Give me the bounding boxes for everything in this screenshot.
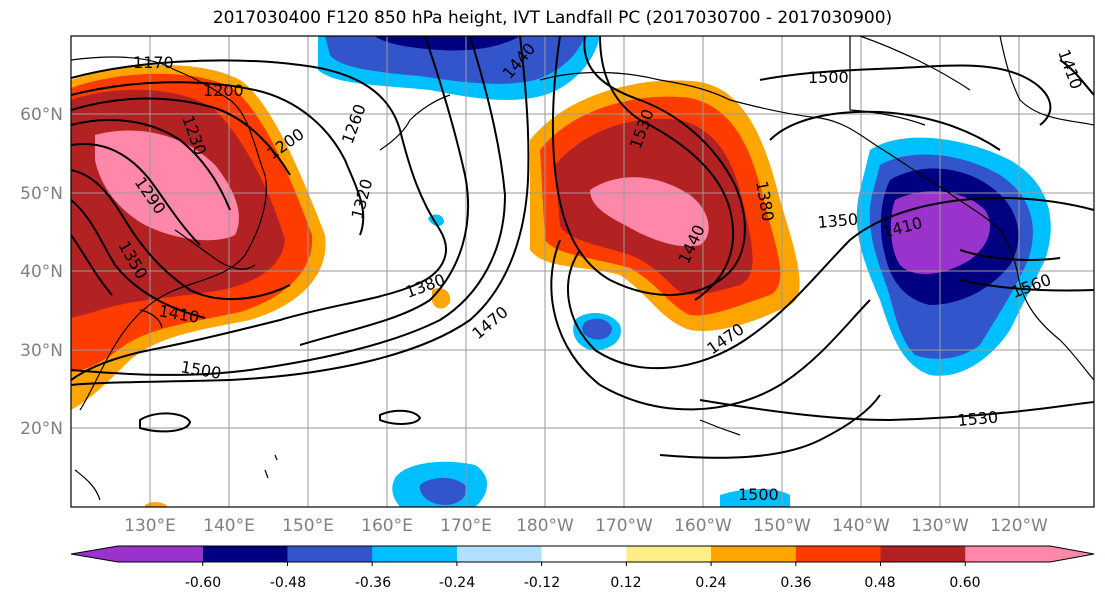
colorbar-swatch [711,546,797,562]
contour-label-1500c: 1500 [738,485,779,504]
colorbar-tick-label: -0.12 [524,575,560,591]
colorbar-swatch [372,546,458,562]
lon-label-150e: 150°E [282,516,334,536]
colorbar: -0.60 -0.48 -0.36 -0.24 -0.12 0.12 0.24 … [70,545,1095,591]
colorbar-tick-label: -0.36 [355,575,391,591]
latitude-labels: 60°N 50°N 40°N 30°N 20°N [20,105,63,439]
colorbar-swatch [795,546,882,562]
longitude-labels: 130°E 140°E 150°E 160°E 170°E 180°W 170°… [124,516,1048,536]
negative-anomaly-north [318,36,600,100]
colorbar-tick-label: 0.24 [695,575,726,591]
height-contours [71,36,1094,459]
colorbar-tick-label: 0.12 [610,575,641,591]
colorbar-tick-label: 0.60 [949,575,980,591]
lon-label-160w: 160°W [674,516,732,536]
colorbar-swatch [541,546,627,562]
lon-label-150w: 150°W [753,516,811,536]
contour-label-1530b: 1530 [957,408,999,430]
small-anomaly-blobs [145,214,790,507]
positive-anomaly-west [71,64,326,411]
colorbar-swatch [456,546,543,562]
lon-label-170w: 170°W [595,516,653,536]
lon-label-160e: 160°E [361,516,413,536]
lon-label-130w: 130°W [911,516,969,536]
colorbar-tick-label: -0.24 [439,575,475,591]
colorbar-arrow-low [71,546,203,562]
contour-label-1350b: 1350 [817,210,859,232]
coastlines [71,36,1094,501]
lon-label-180w: 180°W [516,516,574,536]
lon-label-140w: 140°W [832,516,890,536]
lat-label-60n: 60°N [20,105,63,125]
colorbar-swatch [880,546,966,562]
contour-label-1170: 1170 [133,53,174,72]
lat-label-50n: 50°N [20,184,63,204]
contour-label-1200a: 1200 [203,81,244,100]
contour-label-1500a: 1500 [808,68,849,87]
lat-label-40n: 40°N [20,262,63,282]
colorbar-swatches [70,545,1095,563]
lon-label-140e: 140°E [203,516,255,536]
lon-label-130e: 130°E [124,516,176,536]
colorbar-swatch [626,546,712,562]
colorbar-ticks: -0.60 -0.48 -0.36 -0.24 -0.12 0.12 0.24 … [185,562,981,591]
lat-label-20n: 20°N [20,419,63,439]
lat-label-30n: 30°N [20,341,63,361]
colorbar-tick-label: -0.60 [185,575,221,591]
colorbar-outline [70,545,1095,563]
colorbar-swatch [202,546,288,562]
lon-label-170e: 170°E [440,516,492,536]
colorbar-swatch [287,546,373,562]
gridlines [71,36,1094,507]
colorbar-tick-label: 0.36 [780,575,811,591]
colorbar-tick-label: 0.48 [864,575,895,591]
lon-label-120w: 120°W [990,516,1048,536]
map-frame [70,35,1095,508]
colorbar-tick-label: -0.48 [270,575,306,591]
map-title: 2017030400 F120 850 hPa height, IVT Land… [212,8,893,28]
colorbar-arrow-high [965,546,1094,562]
